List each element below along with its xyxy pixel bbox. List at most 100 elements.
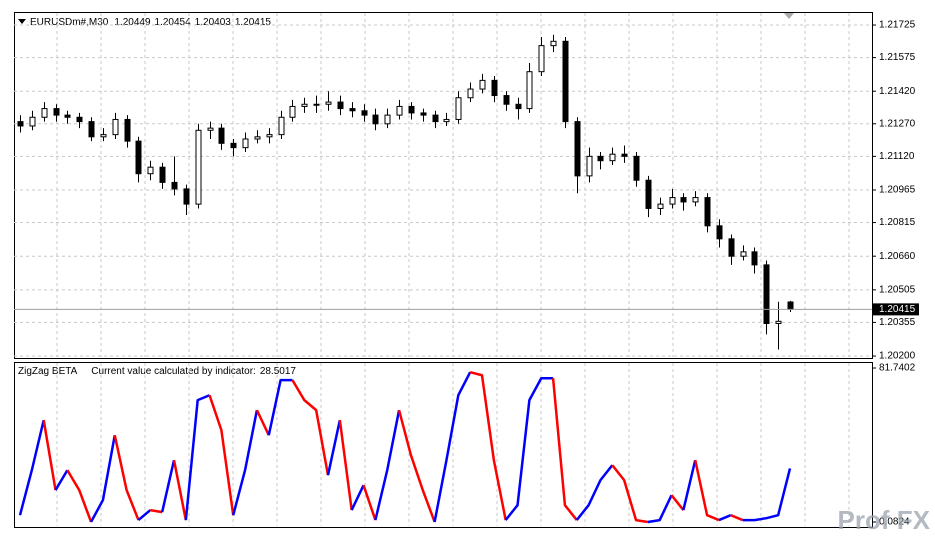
candle-body <box>692 197 699 203</box>
menu-arrow[interactable] <box>18 19 26 24</box>
indicator-line <box>66 469 93 523</box>
candle-body <box>159 166 166 183</box>
indicator-line <box>267 378 293 436</box>
high-value: 1.20454 <box>155 17 192 28</box>
candle-body <box>53 108 60 116</box>
candle-body <box>455 97 462 120</box>
candle-body <box>432 114 439 123</box>
y-tick-label: 1.20505 <box>879 284 916 295</box>
indicator-line <box>232 409 259 516</box>
chart-header: EURUSDm#,M30 1.20449 1.20454 1.20403 1.20415 <box>30 17 271 28</box>
candle-body <box>657 203 664 209</box>
indicator-line <box>647 494 673 524</box>
y-tick-label: 1.20355 <box>879 317 916 328</box>
indicator-panel-frame <box>14 362 873 528</box>
indicator-line <box>730 514 744 522</box>
current-price-box <box>873 303 919 316</box>
candle-body <box>325 101 332 105</box>
indicator-header: ZigZag BETA Current value calculated by i… <box>18 366 296 377</box>
indicator-current-value: 28.5017 <box>260 366 297 377</box>
indicator-line <box>89 434 116 523</box>
indicator-line <box>350 484 365 511</box>
candle-body <box>550 40 557 47</box>
candle-body <box>17 121 24 127</box>
indicator-line <box>469 371 507 521</box>
indicator-line <box>54 469 69 491</box>
low-value: 1.20403 <box>195 17 232 28</box>
y-tick-label: 0.0824 <box>879 517 910 528</box>
indicator-line <box>137 509 152 522</box>
candle-body <box>751 251 758 266</box>
candle-body <box>183 188 190 205</box>
indicator-line <box>742 468 792 522</box>
indicator-line <box>670 494 685 511</box>
indicator-line <box>160 459 176 513</box>
candle-body <box>361 110 368 116</box>
y-tick-label: 1.21575 <box>879 52 916 63</box>
indicator-line <box>42 419 57 491</box>
indicator-line <box>113 434 140 521</box>
shift-marker <box>784 13 794 19</box>
candle-body <box>621 153 628 157</box>
candle-body <box>88 121 95 138</box>
candle-body <box>763 264 770 324</box>
close-value: 1.20415 <box>235 17 272 28</box>
candle-body <box>562 40 569 123</box>
candle-body <box>491 79 498 97</box>
candle-body <box>396 105 403 116</box>
indicator-label: Current value calculated by indicator: <box>91 366 256 377</box>
indicator-line <box>172 459 188 521</box>
indicator-line <box>18 419 45 516</box>
candle-body <box>704 197 711 227</box>
candle-body <box>645 179 652 209</box>
candle-body <box>266 134 273 138</box>
open-value: 1.20449 <box>114 17 151 28</box>
indicator-line <box>504 377 554 521</box>
candle-body <box>526 71 533 110</box>
candle-body <box>289 105 296 118</box>
candle-body <box>728 238 735 257</box>
y-tick-label: 1.21725 <box>879 20 916 31</box>
y-tick-label: 1.20965 <box>879 185 916 196</box>
candle-body <box>278 116 285 136</box>
candle-body <box>349 108 356 112</box>
candle-body <box>147 166 154 175</box>
candle-body <box>230 142 237 149</box>
candle-body <box>787 301 794 310</box>
candle-body <box>372 114 379 125</box>
candle-body <box>313 103 320 106</box>
indicator-line <box>551 378 578 521</box>
candle-body <box>218 127 225 144</box>
candle-body <box>195 129 202 205</box>
candle-body <box>100 134 107 138</box>
candle-body <box>171 181 178 190</box>
candle-body <box>112 118 119 136</box>
candle-body <box>716 225 723 240</box>
candle-body <box>503 95 510 105</box>
candle-body <box>479 79 486 90</box>
y-tick-label: 1.20815 <box>879 217 916 228</box>
candle-body <box>301 103 308 107</box>
candle-body <box>633 155 640 181</box>
y-tick-label: 1.21420 <box>879 86 916 97</box>
y-tick-label: 1.21270 <box>879 118 916 129</box>
candle-body <box>408 105 415 114</box>
candle-body <box>538 45 545 73</box>
watermark: Prof FX <box>838 505 931 535</box>
candle-body <box>467 88 474 99</box>
candle-body <box>574 121 581 177</box>
candle-body <box>609 153 616 162</box>
indicator-line <box>433 371 472 523</box>
candle-body <box>443 118 450 123</box>
candle-body <box>124 118 131 142</box>
candle-body <box>420 112 427 116</box>
candle-body <box>586 155 593 177</box>
indicator-line <box>255 409 270 436</box>
indicator-line <box>718 514 732 522</box>
indicator-line <box>326 419 342 476</box>
candle-body <box>775 320 782 324</box>
candle-body <box>135 140 142 175</box>
indicator-line <box>338 419 353 511</box>
